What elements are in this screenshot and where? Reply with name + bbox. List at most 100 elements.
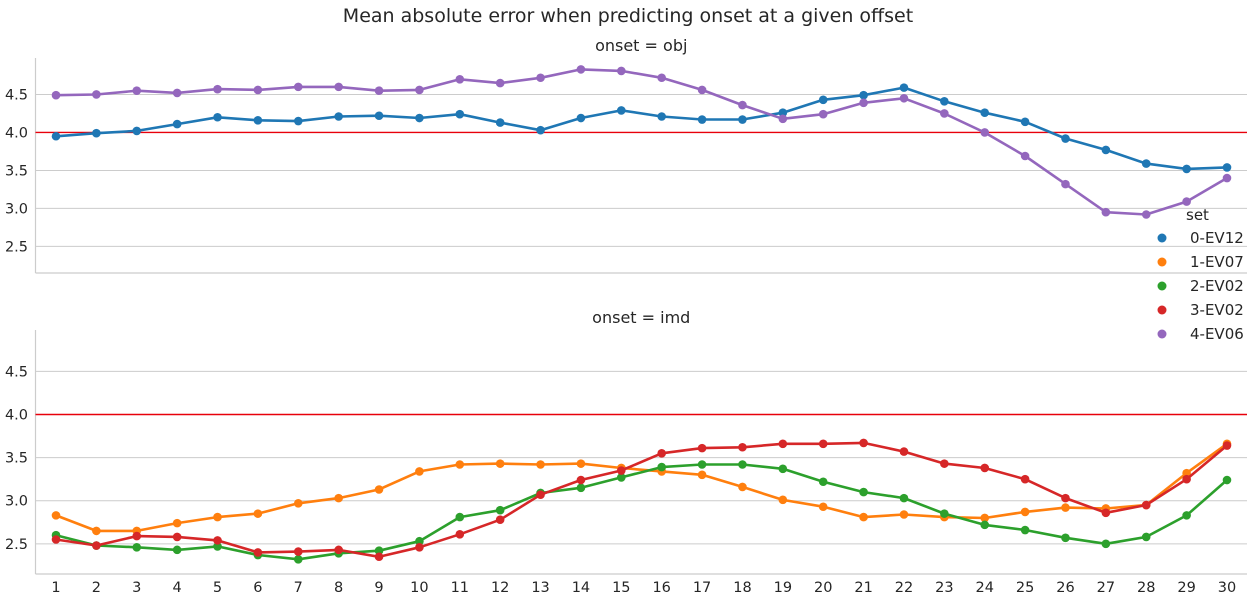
x-tick-label: 27 — [1097, 580, 1115, 596]
x-tick-label: 21 — [854, 580, 872, 596]
data-point — [738, 100, 747, 110]
data-point — [818, 109, 828, 119]
y-tick-label: 4.5 — [5, 364, 28, 380]
data-point — [576, 475, 586, 485]
data-point — [1141, 159, 1151, 168]
data-point — [536, 460, 545, 469]
data-point — [1061, 179, 1070, 189]
data-point — [738, 460, 747, 469]
data-point — [213, 112, 222, 122]
data-point — [374, 485, 384, 494]
data-point — [1222, 475, 1232, 485]
data-point — [253, 115, 263, 125]
data-point — [1222, 441, 1232, 450]
data-point — [980, 513, 990, 523]
data-point — [697, 115, 707, 124]
data-point — [374, 111, 384, 121]
x-tick-label: 3 — [132, 580, 141, 596]
x-tick-label: 8 — [334, 580, 343, 596]
data-point — [778, 464, 788, 474]
legend-marker — [1157, 329, 1167, 339]
series-line — [55, 441, 1228, 559]
data-point — [1020, 507, 1030, 517]
legend-marker — [1157, 305, 1167, 315]
data-point — [980, 520, 990, 530]
data-point — [1020, 474, 1030, 484]
series-line — [55, 86, 1228, 171]
data-point — [1061, 503, 1070, 512]
data-point — [778, 114, 788, 124]
legend-label: 4-EV06 — [1190, 325, 1244, 343]
data-point — [657, 73, 666, 83]
panel-title: onset = imd — [592, 308, 690, 327]
data-point — [51, 511, 61, 520]
data-point — [536, 73, 545, 83]
data-point — [495, 459, 505, 468]
data-point — [334, 493, 343, 503]
data-point — [859, 512, 868, 522]
x-tick-label: 28 — [1137, 580, 1155, 596]
data-point — [253, 509, 263, 518]
data-point — [92, 526, 101, 536]
x-tick-label: 25 — [1016, 580, 1034, 596]
x-tick-label: 19 — [774, 580, 792, 596]
data-point — [697, 85, 707, 95]
data-point — [1020, 151, 1030, 161]
data-point — [51, 131, 61, 141]
data-point — [415, 85, 424, 95]
data-point — [1182, 511, 1191, 520]
data-point — [617, 473, 626, 482]
data-point — [334, 545, 343, 555]
data-point — [334, 82, 343, 92]
data-point — [818, 502, 828, 512]
data-point — [455, 512, 465, 522]
data-point — [899, 83, 909, 92]
data-point — [576, 65, 586, 74]
legend-label: 1-EV07 — [1190, 253, 1244, 271]
legend: set 0-EV12 1-EV07 2-EV02 3-EV02 4-EV06 — [1157, 206, 1244, 343]
data-point — [576, 483, 586, 493]
data-point — [374, 552, 384, 562]
data-point — [374, 86, 384, 95]
data-point — [778, 108, 788, 117]
x-tick-label: 26 — [1056, 580, 1074, 596]
data-point — [1182, 197, 1191, 206]
data-point — [213, 536, 222, 545]
data-point — [495, 78, 505, 88]
legend-title: set — [1186, 206, 1209, 224]
data-point — [738, 482, 747, 492]
data-point — [818, 439, 828, 449]
data-point — [1141, 500, 1151, 510]
data-point — [738, 442, 747, 452]
data-point — [940, 109, 949, 118]
y-tick-label: 2.5 — [5, 239, 28, 255]
data-point — [899, 93, 909, 103]
data-point — [859, 90, 868, 100]
data-point — [899, 510, 909, 519]
data-point — [536, 490, 545, 499]
data-point — [940, 459, 949, 468]
data-point — [980, 108, 990, 117]
x-tick-label: 12 — [491, 580, 509, 596]
legend-label: 0-EV12 — [1190, 229, 1244, 247]
x-tick-label: 24 — [975, 580, 993, 596]
data-point — [859, 487, 868, 497]
data-point — [92, 90, 101, 99]
data-point — [132, 531, 142, 541]
y-tick-label: 3.5 — [5, 163, 28, 179]
x-tick-label: 23 — [935, 580, 953, 596]
y-tick-label: 3.5 — [5, 451, 28, 467]
data-point — [697, 460, 707, 469]
data-point — [495, 118, 505, 127]
panel-onset-obj: 2.5 3.0 3.5 4.0 4.5 onset = obj — [5, 36, 1247, 274]
x-tick-label: 6 — [253, 580, 262, 596]
x-tick-label: 18 — [733, 580, 751, 596]
data-point — [293, 547, 303, 556]
legend-marker — [1157, 257, 1167, 267]
data-point — [172, 88, 182, 98]
data-point — [576, 113, 586, 123]
data-point — [1061, 134, 1070, 143]
y-tick-label: 3.0 — [5, 494, 28, 510]
data-point — [899, 447, 909, 456]
